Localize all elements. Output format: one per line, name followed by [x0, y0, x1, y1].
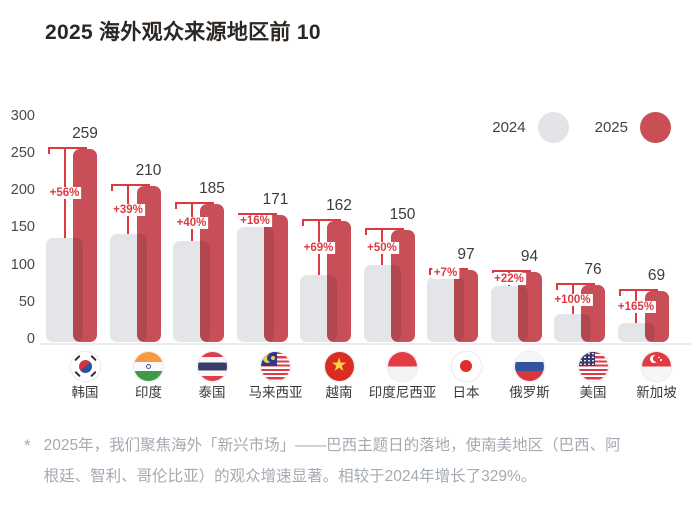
growth-bracket-line [238, 212, 277, 215]
flag-decor [324, 351, 354, 381]
flag-indonesia-icon [388, 351, 417, 381]
footnote: * 2025年，我们聚焦海外「新兴市场」——巴西主题日的落地，使南美地区（巴西、… [24, 431, 660, 492]
footnote-line-1: 2025年，我们聚焦海外「新兴市场」——巴西主题日的落地，使南美地区（巴西、阿 [43, 437, 621, 454]
country-label: 泰国 [198, 385, 226, 400]
growth-label: +100% [552, 293, 593, 306]
flag-decor [388, 351, 417, 381]
growth-bracket-line [555, 283, 595, 286]
growth-bracket-line [174, 202, 214, 205]
value-label: 185 [199, 180, 225, 198]
growth-label: +16% [238, 214, 272, 227]
bar-2025 [73, 149, 97, 342]
value-label: 94 [520, 247, 539, 265]
footnote-line-2: 根廷、智利、哥伦比亚）的观众增速显著。相较于2024年增长了329%。 [43, 467, 537, 485]
country-label: 韩国 [71, 385, 99, 400]
value-label: 171 [262, 190, 289, 208]
bar-2025 [327, 221, 351, 342]
country-label: 美国 [579, 385, 607, 400]
flag-decor [146, 363, 151, 369]
growth-label: +165% [615, 300, 657, 313]
legend-label-2025: 2025 [594, 119, 628, 136]
value-label: 210 [135, 161, 162, 179]
flag-japan-icon [451, 351, 481, 381]
flag-decor [271, 356, 275, 360]
y-axis-tick-label: 50 [18, 293, 35, 310]
growth-label: +50% [365, 241, 399, 254]
flag-singapore-icon [642, 351, 671, 381]
growth-label: +39% [111, 203, 145, 216]
flag-decor [460, 360, 472, 372]
flag-thailand-icon [197, 351, 227, 381]
growth-bracket-line [492, 269, 531, 272]
growth-bracket-tick [47, 147, 50, 155]
country-label: 新加坡 [636, 385, 677, 400]
flag-united-states-icon [578, 351, 608, 381]
y-axis-tick-label: 100 [10, 256, 35, 273]
growth-label: +56% [47, 187, 82, 200]
flag-south-korea-icon [70, 351, 100, 381]
flag-decor [652, 355, 660, 362]
legend-swatch-2025-icon [640, 112, 671, 143]
country-label: 马来西亚 [248, 385, 303, 400]
growth-bracket-tick [111, 183, 113, 191]
value-label: 69 [647, 266, 666, 284]
flag-decor [266, 354, 275, 363]
growth-bracket-line [111, 183, 150, 186]
country-label: 俄罗斯 [509, 385, 550, 400]
growth-label: +69% [301, 242, 336, 255]
growth-bracket-line [301, 219, 341, 222]
flag-decor [77, 358, 93, 374]
value-label: 162 [326, 197, 352, 215]
growth-bracket-tick [174, 202, 177, 210]
flag-decor [578, 351, 595, 366]
y-axis-tick-label: 300 [10, 107, 35, 124]
growth-label: +40% [174, 216, 209, 229]
bar-2025 [454, 269, 478, 342]
legend-label-2024: 2024 [492, 119, 526, 136]
country-label: 印度 [135, 385, 162, 400]
growth-bracket-line [365, 228, 404, 231]
flag-vietnam-icon: ★ [324, 351, 354, 381]
flag-decor [515, 351, 544, 381]
country-label: 日本 [452, 385, 480, 400]
x-axis-line [40, 343, 691, 345]
footnote-marker: * [24, 436, 31, 455]
flag-decor [658, 356, 660, 359]
value-label: 97 [457, 245, 475, 263]
country-label: 越南 [325, 385, 353, 400]
flag-malaysia-icon [261, 351, 290, 381]
value-label: 150 [389, 206, 416, 224]
bar-2025 [644, 290, 669, 342]
growth-bracket-tick [365, 228, 367, 236]
flag-decor [197, 351, 227, 381]
growth-bracket-line [47, 147, 87, 150]
growth-bracket-tick [619, 288, 621, 296]
flag-decor [660, 359, 662, 361]
country-label: 印度尼西亚 [368, 385, 437, 400]
y-axis-tick-label: 250 [10, 144, 35, 161]
growth-bracket-line [619, 288, 658, 291]
chart-legend: 2024 2025 [492, 112, 671, 143]
growth-label: +7% [431, 267, 460, 280]
flag-russia-icon [515, 351, 544, 381]
legend-swatch-2024-icon [537, 112, 569, 143]
value-label: 76 [584, 261, 602, 279]
growth-bracket-tick [555, 283, 558, 291]
flag-india-icon [134, 351, 163, 381]
value-label: 259 [72, 125, 98, 143]
growth-bracket-tick [428, 267, 431, 275]
y-axis-tick-label: 0 [26, 331, 35, 347]
bar-2025 [263, 214, 288, 342]
footnote-text: 2025年，我们聚焦海外「新兴市场」——巴西主题日的落地，使南美地区（巴西、阿根… [44, 431, 660, 492]
y-axis-tick-label: 150 [10, 219, 35, 236]
flag-decor: ★ [331, 356, 347, 374]
growth-label: +22% [492, 273, 526, 286]
page-title: 2025 海外观众来源地区前 10 [45, 21, 321, 44]
y-axis-tick-label: 200 [10, 182, 35, 198]
growth-bracket-tick [301, 219, 304, 227]
